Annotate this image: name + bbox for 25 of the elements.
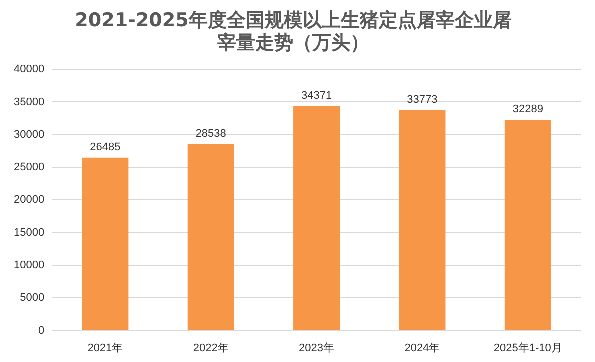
x-tick-label: 2024年	[404, 342, 440, 354]
data-label: 26485	[90, 141, 121, 154]
bar	[82, 158, 129, 330]
y-tick-label: 20000	[14, 194, 45, 206]
bar	[294, 106, 340, 330]
y-tick-label: 30000	[14, 128, 45, 141]
chart-title: 2021-2025年度全国规模以上生猪定点屠宰企业屠宰量走势（万头）	[75, 9, 512, 54]
y-tick-label: 5000	[20, 292, 45, 304]
y-tick-label: 10000	[14, 260, 45, 272]
x-tick-label: 2021年	[88, 342, 124, 354]
x-tick-label: 2025年1-10月	[494, 342, 562, 354]
y-tick-label: 15000	[14, 226, 45, 239]
data-label: 34371	[301, 90, 332, 102]
data-label: 28538	[196, 128, 226, 140]
y-tick-label: 35000	[14, 96, 45, 108]
bar	[188, 144, 234, 330]
bar	[399, 110, 446, 330]
x-tick-label: 2022年	[193, 342, 229, 354]
x-tick-label: 2023年	[299, 342, 335, 354]
y-tick-label: 40000	[14, 64, 45, 76]
data-label: 33773	[407, 94, 438, 106]
data-label: 32289	[512, 103, 544, 116]
bar	[504, 120, 552, 330]
y-tick-label: 25000	[14, 162, 45, 174]
y-tick-label: 0	[38, 324, 45, 337]
